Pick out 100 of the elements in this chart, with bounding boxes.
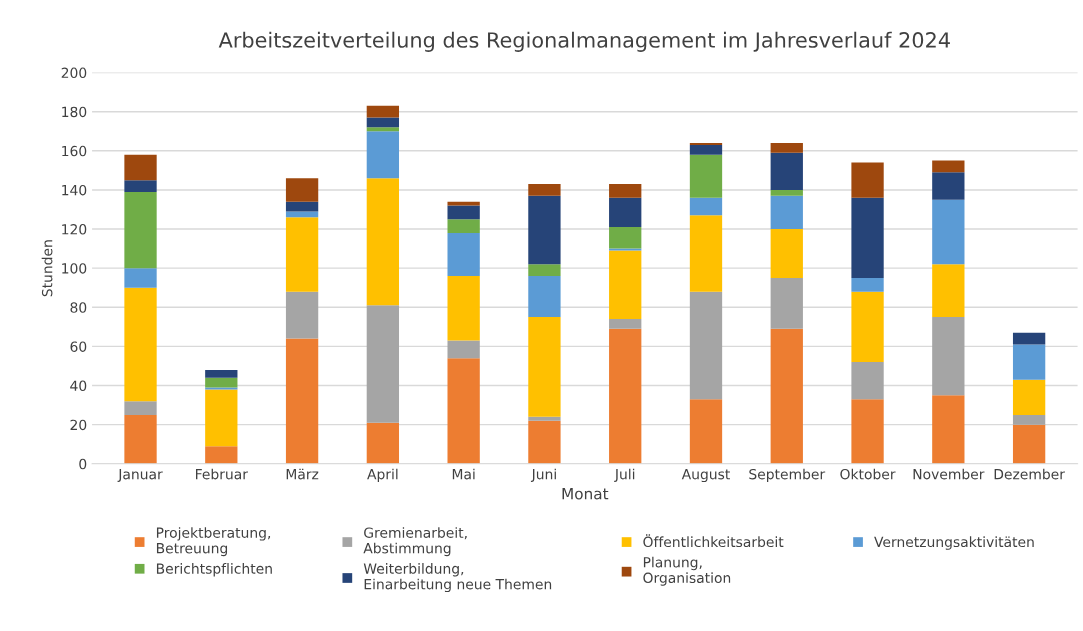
- bar: [1012, 414, 1046, 425]
- bar: [1012, 424, 1046, 464]
- legend-label: Weiterbildung, Einarbeitung neue Themen: [363, 563, 552, 593]
- bar: [851, 399, 884, 464]
- bar: [205, 389, 238, 447]
- bar: [689, 154, 723, 198]
- bar: [609, 227, 642, 249]
- bar: [285, 211, 319, 218]
- bar: [851, 197, 884, 278]
- bar: [770, 142, 803, 153]
- x-tick-label: Januar: [117, 469, 163, 482]
- bar: [285, 217, 319, 292]
- bar: [366, 178, 400, 306]
- bar: [851, 277, 884, 292]
- x-tick-label: September: [749, 468, 826, 483]
- bar: [1012, 332, 1046, 345]
- bar: [124, 414, 157, 464]
- bar: [285, 178, 319, 202]
- x-tick-label: April: [367, 468, 398, 483]
- bar: [689, 215, 723, 292]
- y-tick-label: 180: [62, 106, 87, 118]
- y-tick-label: 120: [62, 224, 87, 235]
- bar: [124, 180, 157, 192]
- bar: [528, 264, 561, 276]
- bar: [770, 189, 803, 196]
- bar: [851, 162, 884, 198]
- bar: [366, 127, 400, 132]
- bar: [285, 291, 319, 339]
- bar: [609, 319, 642, 329]
- bar: [689, 399, 723, 464]
- bar: [366, 305, 400, 423]
- bar: [932, 264, 965, 318]
- bar: [851, 291, 884, 363]
- bar: [528, 195, 561, 265]
- x-tick-label: Februar: [196, 468, 248, 480]
- bar: [285, 338, 319, 464]
- bar: [124, 191, 157, 269]
- bar: [609, 250, 642, 320]
- bar: [770, 277, 803, 329]
- bar: [528, 420, 561, 464]
- y-tick-label: 80: [70, 302, 87, 313]
- bar: [124, 401, 157, 415]
- legend-label: Berichtspflichten: [156, 563, 272, 577]
- bar: [447, 358, 480, 464]
- bar: [609, 184, 642, 198]
- legend-label: Öffentlichkeitsarbeit: [643, 534, 784, 548]
- bar: [528, 317, 561, 417]
- bar: [932, 317, 965, 396]
- bar: [124, 287, 157, 402]
- bar: [770, 328, 803, 464]
- y-tick-label: 140: [62, 184, 87, 196]
- bar: [689, 197, 723, 216]
- bar: [770, 229, 803, 278]
- bar: [528, 416, 561, 421]
- bar: [770, 195, 803, 230]
- bar: [932, 395, 965, 464]
- bar: [528, 184, 561, 196]
- x-tick-label: August: [681, 469, 730, 483]
- bar: [285, 201, 319, 212]
- x-tick-label: März: [286, 468, 319, 480]
- bar: [609, 328, 642, 464]
- bar: [1012, 379, 1046, 415]
- bar: [205, 446, 238, 464]
- bar: [932, 199, 965, 265]
- bar: [447, 276, 480, 341]
- bar: [124, 154, 157, 181]
- bar: [447, 201, 480, 206]
- y-tick-label: 0: [79, 458, 87, 470]
- x-tick-label: Dezember: [994, 468, 1065, 480]
- x-tick-label: Juli: [614, 468, 635, 482]
- bar: [689, 291, 723, 400]
- bar: [447, 205, 480, 220]
- bar: [528, 276, 561, 318]
- bar: [366, 131, 400, 179]
- bar: [609, 197, 642, 228]
- bar: [932, 160, 965, 173]
- bar: [366, 117, 400, 128]
- bar: [770, 152, 803, 190]
- y-tick-label: 160: [62, 145, 87, 157]
- legend-label: Gremienarbeit, Abstimmung: [363, 527, 467, 557]
- y-tick-label: 20: [70, 419, 87, 431]
- legend-label: Projektberatung, Betreuung: [156, 527, 271, 557]
- legend-label: Vernetzungsaktivitäten: [874, 536, 1034, 550]
- bar: [366, 422, 400, 464]
- y-tick-label: 200: [61, 67, 87, 79]
- y-tick-label: 40: [70, 380, 87, 392]
- bar: [366, 105, 400, 118]
- y-tick-label: 100: [62, 263, 87, 274]
- bar: [447, 340, 480, 359]
- x-axis-title: Monat: [562, 488, 609, 500]
- y-axis-title: Stunden: [41, 240, 53, 297]
- bar: [447, 219, 480, 233]
- bar: [851, 362, 884, 400]
- bar: [932, 172, 965, 200]
- y-tick-label: 60: [70, 341, 87, 352]
- bar: [205, 377, 238, 388]
- x-tick-label: Oktober: [840, 468, 896, 480]
- bar: [689, 144, 723, 155]
- x-tick-label: Juni: [530, 468, 556, 482]
- x-tick-label: Mai: [452, 468, 475, 480]
